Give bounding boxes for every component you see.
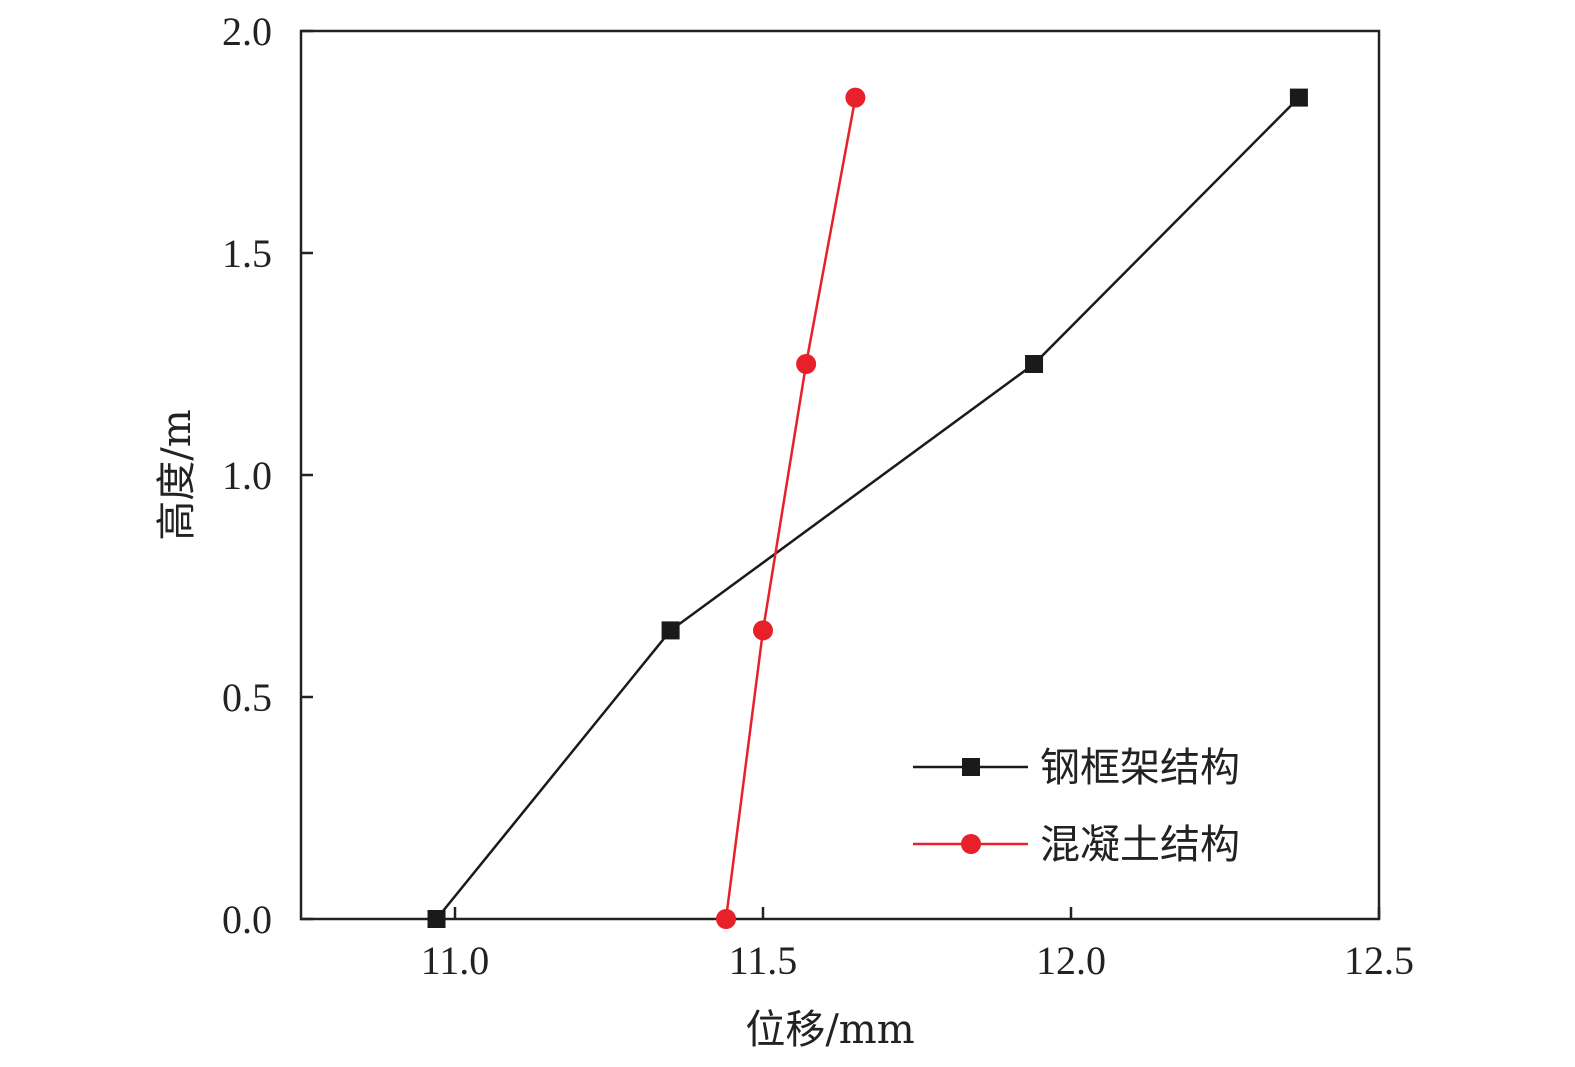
- data-point-square: [427, 910, 446, 928]
- legend-marker-circle: [961, 834, 981, 854]
- y-tick-label: 2.0: [222, 9, 272, 54]
- data-point-circle: [796, 354, 817, 374]
- series-layer: [427, 87, 1308, 929]
- data-point-square: [1289, 88, 1308, 107]
- x-tick-label: 11.5: [729, 938, 798, 983]
- data-point-square: [661, 621, 680, 640]
- legend-label: 混凝土结构: [1040, 822, 1240, 868]
- y-axis-title: 高度/m: [154, 409, 200, 540]
- data-point-circle: [753, 620, 773, 641]
- legend-label: 钢框架结构: [1040, 745, 1240, 791]
- series-line-1: [435, 96, 1300, 920]
- legend-marker-square: [962, 758, 980, 776]
- y-tick-label: 1.5: [222, 231, 272, 276]
- data-point-circle: [845, 87, 866, 108]
- y-axis-ticks: 0.0 0.5 1.0 1.5 2.0: [222, 9, 313, 942]
- x-tick-label: 12.5: [1344, 938, 1414, 983]
- x-tick-label: 12.0: [1036, 938, 1106, 983]
- x-tick-label: 11.0: [421, 938, 490, 983]
- series-line-2: [724, 97, 857, 920]
- y-tick-label: 1.0: [222, 453, 272, 498]
- data-point-circle: [716, 909, 737, 929]
- x-axis-title: 位移/mm: [745, 1007, 914, 1053]
- y-tick-label: 0.5: [222, 675, 272, 720]
- data-point-square: [1025, 355, 1044, 373]
- y-tick-label: 0.0: [222, 897, 272, 942]
- x-axis-ticks: 11.0 11.5 12.0 12.5: [421, 907, 1414, 983]
